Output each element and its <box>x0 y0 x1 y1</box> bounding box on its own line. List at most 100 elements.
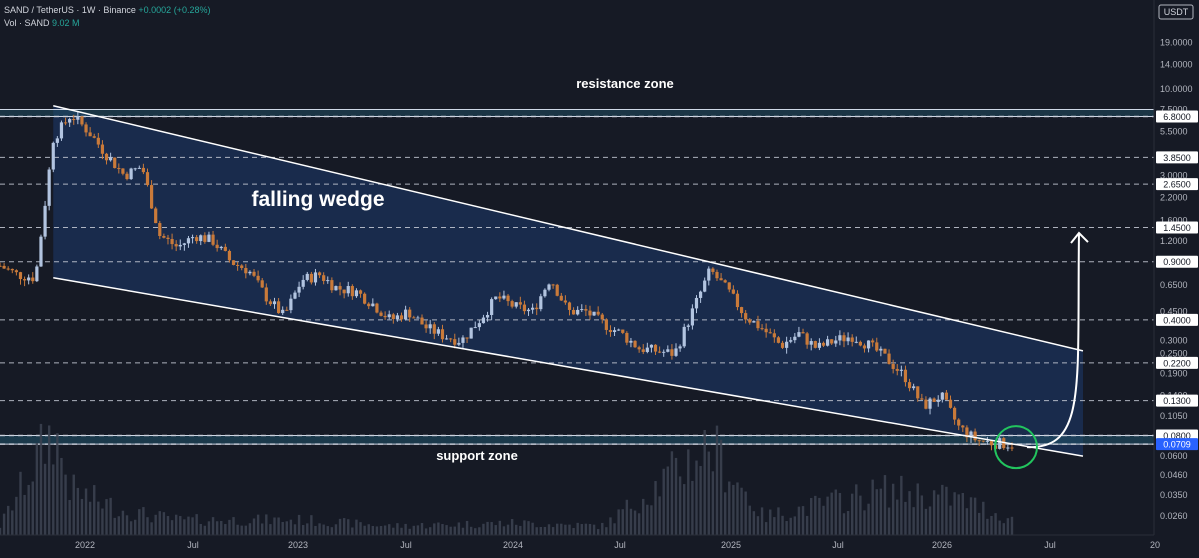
candle-body <box>252 271 256 276</box>
candle-body <box>883 348 887 354</box>
candle-body <box>535 307 539 310</box>
volume-bar <box>445 525 448 535</box>
volume-bar <box>760 507 764 535</box>
volume-bar <box>838 492 842 535</box>
volume-bar <box>113 517 116 535</box>
candle-body <box>68 119 72 123</box>
volume-bar <box>363 525 366 535</box>
candle-body <box>399 315 404 320</box>
candle-body <box>428 324 432 329</box>
candle-body <box>227 250 232 261</box>
candle-body <box>682 326 686 347</box>
candle-body <box>453 339 457 345</box>
volume-bar <box>695 460 698 535</box>
volume-bar <box>52 464 55 535</box>
candle-body <box>223 246 227 251</box>
candle-body <box>821 342 826 346</box>
volume-bar <box>1010 516 1014 535</box>
volume-bar <box>453 526 456 535</box>
price-level-badge <box>1156 110 1198 123</box>
candle-body <box>526 309 531 312</box>
candle-body <box>43 205 47 237</box>
volume-bar <box>826 496 829 535</box>
candle-body <box>739 307 744 314</box>
volume-bar <box>428 527 432 535</box>
volume-bar <box>527 521 530 535</box>
price-tick-label: 19.0000 <box>1160 38 1193 48</box>
support-zone-band <box>0 435 1154 445</box>
volume-bar <box>187 516 190 535</box>
price-tick-label: 1.6000 <box>1160 215 1188 225</box>
volume-bar <box>818 497 821 535</box>
candle-body <box>854 341 858 343</box>
volume-bar <box>228 519 231 535</box>
volume-bar <box>289 519 293 535</box>
price-tick-label: 0.0600 <box>1160 451 1188 461</box>
volume-bar <box>965 508 969 535</box>
volume-bar <box>424 528 428 535</box>
volume-bar <box>564 524 567 535</box>
volume-bar <box>814 495 817 535</box>
volume-bar <box>195 514 198 535</box>
volume-bar <box>437 522 440 535</box>
volume-bar <box>191 517 194 535</box>
volume-bar <box>367 524 370 535</box>
volume-bar <box>973 497 977 535</box>
volume-bar <box>400 527 403 535</box>
volume-bar <box>441 524 444 535</box>
volume-bar <box>15 496 18 535</box>
volume-bar <box>801 506 805 535</box>
volume-bar <box>609 517 612 535</box>
volume-bar <box>601 522 604 535</box>
price-level-badge-label: 0.1300 <box>1163 396 1191 406</box>
candle-body <box>625 332 629 343</box>
candle-body <box>104 153 109 161</box>
time-tick-label: 2022 <box>75 540 95 550</box>
volume-bar <box>11 510 14 535</box>
volume-bar <box>396 523 399 535</box>
price-level-badge-label: 0.4000 <box>1163 315 1191 325</box>
candle-body <box>576 309 580 315</box>
price-tick-label: 1.2000 <box>1160 236 1188 246</box>
volume-bar <box>736 482 739 535</box>
candle-body <box>490 299 494 315</box>
volume-bar <box>555 523 559 535</box>
candle-body <box>27 277 31 281</box>
candle-body <box>813 341 817 348</box>
volume-bar <box>633 510 637 535</box>
projection-arrow <box>1026 233 1080 449</box>
candle-body <box>866 340 871 349</box>
candle-body <box>858 341 862 346</box>
volume-bar <box>236 524 239 535</box>
volume-bar <box>592 524 596 535</box>
volume-bar <box>990 515 993 535</box>
time-tick-label: 2023 <box>288 540 308 550</box>
volume-bar <box>846 510 850 535</box>
volume-bar <box>0 527 2 535</box>
volume-bar <box>1006 518 1010 535</box>
price-level-badge <box>1156 356 1198 369</box>
candle-body <box>256 275 260 281</box>
resistance-zone-label: resistance zone <box>576 76 674 91</box>
candle-body <box>404 309 408 320</box>
candle-body <box>920 398 924 400</box>
volume-bar <box>129 521 133 535</box>
candle-body <box>391 314 395 320</box>
candle-body <box>998 438 1002 449</box>
candle-body <box>481 317 486 324</box>
volume-bar <box>457 522 461 535</box>
volume-bar <box>519 525 522 535</box>
candle-body <box>240 265 244 269</box>
candle-body <box>330 280 334 291</box>
volume-bar <box>416 525 420 535</box>
candle-body <box>584 309 588 311</box>
candle-body <box>387 314 391 318</box>
price-tick-label: 10.0000 <box>1160 84 1193 94</box>
volume-bar <box>596 529 600 535</box>
candle-body <box>248 271 252 274</box>
volume-bar <box>326 526 329 535</box>
candle-body <box>55 138 59 143</box>
candle-body <box>985 440 989 442</box>
